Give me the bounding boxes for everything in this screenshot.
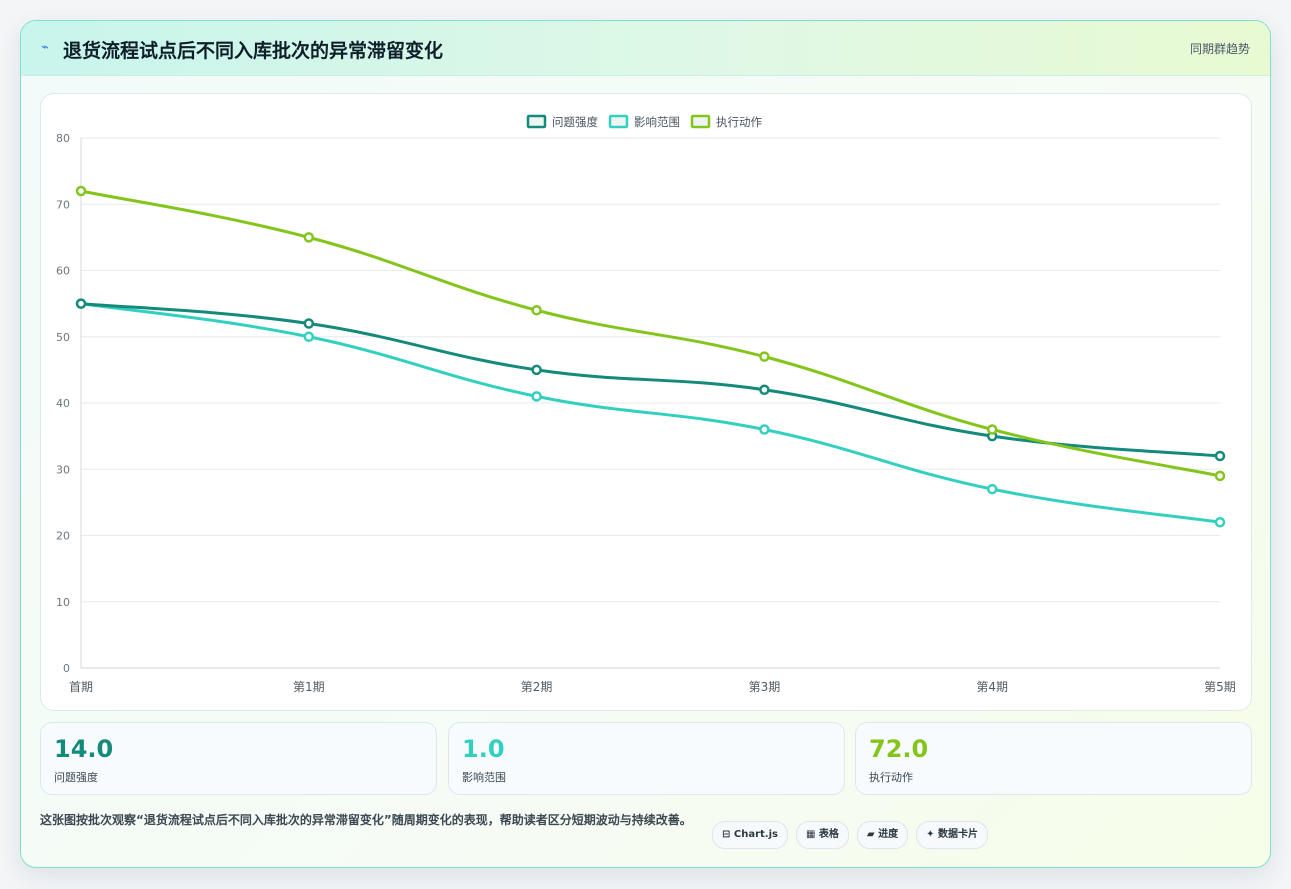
y-tick-label: 40	[56, 397, 70, 410]
series-line-1	[80, 302, 1221, 524]
data-point	[303, 331, 315, 342]
stat-value: 1.0	[462, 735, 505, 763]
series-line-2	[80, 189, 1221, 478]
x-tick-label: 第5期	[1204, 680, 1236, 694]
legend-label: 影响范围	[634, 115, 680, 129]
x-tick-label: 第3期	[749, 680, 781, 694]
x-tick-label: 首期	[69, 680, 93, 694]
y-tick-label: 0	[63, 662, 70, 675]
card-header: ⌁ 退货流程试点后不同入库批次的异常滞留变化 同期群趋势	[21, 21, 1270, 76]
y-tick-label: 60	[56, 265, 70, 278]
chart-description: 这张图按批次观察“退货流程试点后不同入库批次的异常滞留变化”随周期变化的表现，帮…	[40, 813, 692, 827]
stat-card-impact-scope: 1.0 影响范围	[448, 722, 845, 795]
y-tick-label: 30	[56, 463, 70, 476]
legend-label: 执行动作	[716, 115, 762, 129]
legend-swatch	[526, 114, 547, 129]
data-point	[75, 298, 87, 309]
data-point	[1214, 470, 1226, 482]
stat-card-execution-action: 72.0 执行动作	[855, 722, 1252, 795]
y-tick-label: 70	[56, 198, 70, 211]
stat-card-problem-intensity: 14.0 问题强度	[40, 722, 437, 795]
stat-label: 问题强度	[54, 771, 98, 784]
series-line-0	[80, 302, 1221, 458]
data-point	[1214, 450, 1226, 462]
legend-swatch	[608, 114, 629, 129]
y-tick-label: 50	[56, 331, 70, 344]
data-point	[759, 384, 770, 395]
stat-label: 影响范围	[462, 771, 506, 784]
line-chart: 0 10 20 30 40 50 60 70 80 首期 第1期 第2期 第3期 第4期 第5期 问题强度 影响…	[56, 114, 1236, 694]
stat-value: 72.0	[869, 735, 929, 763]
page-title: 退货流程试点后不同入库批次的异常滞留变化	[63, 40, 444, 62]
chart-card: ⌁ 退货流程试点后不同入库批次的异常滞留变化 同期群趋势 0 10 20 30 40 50…	[20, 20, 1271, 868]
stat-label: 执行动作	[869, 771, 913, 784]
stat-value: 14.0	[54, 735, 114, 763]
tag-chartjs[interactable]: ⊟ Chart.js	[712, 821, 788, 849]
x-tick-label: 第1期	[293, 680, 325, 694]
legend-swatch	[690, 114, 711, 129]
x-tick-label: 第4期	[976, 680, 1008, 694]
data-point	[531, 305, 542, 316]
chart-subtitle: 同期群趋势	[1189, 42, 1250, 56]
data-point	[759, 351, 770, 362]
data-point	[531, 391, 542, 402]
y-tick-label: 80	[56, 132, 70, 145]
x-tick-label: 第2期	[521, 680, 553, 694]
tag-progress[interactable]: ▰ 进度	[856, 821, 909, 849]
data-point	[75, 185, 87, 197]
data-point	[531, 364, 542, 376]
data-point	[759, 424, 770, 435]
y-tick-label: 10	[56, 596, 70, 609]
legend-label: 问题强度	[552, 115, 598, 129]
y-tick-label: 20	[56, 530, 70, 543]
data-point	[1214, 517, 1226, 528]
tag-table[interactable]: ▦ 表格	[795, 821, 849, 849]
chart-panel: 0 10 20 30 40 50 60 70 80 首期 第1期 第2期 第3期 第4期 第5期 问题强度 影响…	[40, 93, 1252, 711]
lightning-icon: ⌁	[41, 40, 49, 55]
data-point	[303, 232, 315, 243]
data-point	[986, 424, 998, 435]
tag-list: ⊟ Chart.js ▦ 表格 ▰ 进度 ✦ 数据卡片	[712, 821, 988, 849]
tag-data-card[interactable]: ✦ 数据卡片	[916, 821, 988, 849]
data-point	[303, 318, 315, 329]
data-point	[986, 483, 998, 495]
